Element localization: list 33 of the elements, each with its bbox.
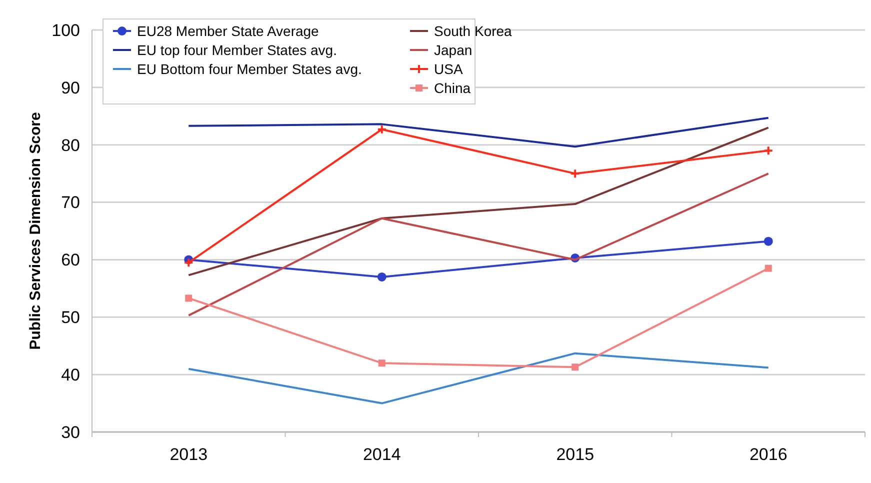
legend-label: Japan — [434, 42, 472, 58]
y-tick-label: 30 — [61, 422, 80, 442]
point — [764, 146, 772, 155]
y-tick-label: 70 — [61, 193, 80, 212]
point — [572, 364, 579, 371]
legend-label: South Korea — [434, 23, 512, 39]
point — [378, 125, 386, 134]
legend-label: EU28 Member State Average — [137, 23, 320, 39]
y-tick-label: 50 — [61, 308, 80, 328]
line-series — [188, 172, 770, 316]
line-series — [188, 116, 770, 148]
legend-label: China — [434, 80, 471, 96]
point — [377, 272, 386, 282]
y-tick-label: 60 — [61, 250, 80, 270]
legend-label: USA — [434, 61, 464, 77]
point — [378, 360, 386, 367]
point — [764, 236, 773, 246]
y-axis-title: Public Services Dimension Score — [27, 112, 44, 350]
x-tick-label: 2014 — [362, 445, 401, 464]
point — [571, 170, 580, 178]
y-tick-label: 80 — [61, 136, 80, 155]
line-series — [188, 352, 770, 404]
legend-label: EU Bottom four Member States avg. — [137, 61, 362, 77]
y-tick-label: 100 — [52, 20, 80, 40]
x-tick-label: 2016 — [749, 445, 788, 464]
point — [185, 294, 192, 302]
y-tick-label: 40 — [61, 366, 80, 385]
y-tick-label: 90 — [61, 78, 80, 98]
point — [184, 258, 193, 267]
legend-label: EU top four Member States avg. — [137, 42, 337, 58]
x-tick-label: 2015 — [556, 445, 594, 464]
point — [764, 264, 772, 272]
x-tick-label: 2013 — [170, 445, 208, 464]
